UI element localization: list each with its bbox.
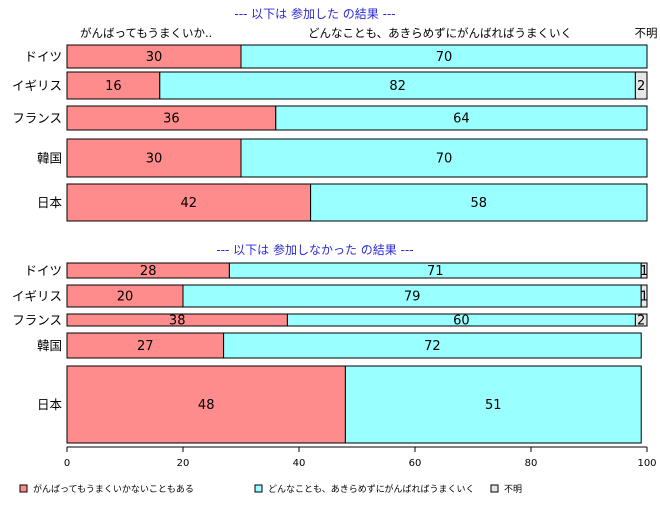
bar-segment [344,365,642,444]
data-label: 79 [404,290,421,305]
bar-segment [223,332,642,359]
data-label: 1 [640,264,648,279]
x-tick-label: 0 [64,458,70,469]
header-label-series3: 不明 [635,26,658,40]
legend-swatch [19,484,28,493]
data-label: 30 [146,50,163,65]
bar-segment [66,105,277,131]
category-label: ドイツ [24,263,62,278]
data-label: 51 [485,398,502,413]
data-label: 16 [105,79,122,94]
data-label: 2 [637,314,645,329]
header-label-series2: どんなことも、あきらめずにがんばればうまくいく [308,26,572,40]
bar-segment [66,138,242,178]
bar-segment [634,71,648,100]
data-label: 1 [640,290,648,305]
data-label: 2 [637,79,645,94]
data-label: 58 [471,196,488,211]
x-tick-label: 40 [293,458,306,469]
bar-segment [634,313,648,327]
legend-swatch [254,484,263,493]
category-label: ドイツ [24,49,62,64]
data-label: 72 [424,339,441,354]
data-label: 71 [427,264,444,279]
category-label: 日本 [37,195,63,210]
data-label: 48 [198,398,215,413]
data-label: 70 [436,50,453,65]
category-label: フランス [12,111,62,126]
data-label: 42 [181,196,198,211]
legend-label: 不明 [504,484,522,495]
bar-segment [310,183,648,222]
data-label: 82 [389,79,406,94]
legend-swatch [490,484,499,493]
category-label: 韓国 [37,151,62,166]
data-label: 64 [453,112,470,127]
category-label: イギリス [12,289,62,304]
bar-segment [66,183,312,222]
bar-segment [66,71,161,100]
panel-title-not-participated: --- 以下は 参加しなかった の結果 --- [216,242,413,257]
data-label: 20 [117,290,134,305]
x-tick-label: 60 [409,458,422,469]
data-label: 60 [453,314,470,329]
bar-segment [66,365,346,444]
category-label: フランス [12,313,62,328]
legend-label: がんばってもうまくいかないこともある [33,483,194,495]
panel-title-participated: --- 以下は 参加した の結果 --- [234,6,395,21]
data-label: 36 [163,112,180,127]
header-label-series1: がんばってもうまくいか.. [80,26,212,40]
data-label: 70 [436,152,453,167]
bar-segment [640,284,648,308]
x-tick-label: 80 [525,458,538,469]
data-label: 30 [146,152,163,167]
x-tick-label: 20 [177,458,190,469]
bar-segment [240,138,648,178]
bar-segment [640,262,648,279]
bar-segment [275,105,648,131]
data-label: 27 [137,339,154,354]
x-tick-label: 100 [637,458,656,469]
category-label: イギリス [12,78,62,93]
bar-segment [240,44,648,69]
data-label: 38 [169,314,186,329]
category-label: 韓国 [37,338,62,353]
legend-label: どんなことも、あきらめずにがんばればうまくいく [268,483,475,495]
category-label: 日本 [37,397,63,412]
data-label: 28 [140,264,157,279]
